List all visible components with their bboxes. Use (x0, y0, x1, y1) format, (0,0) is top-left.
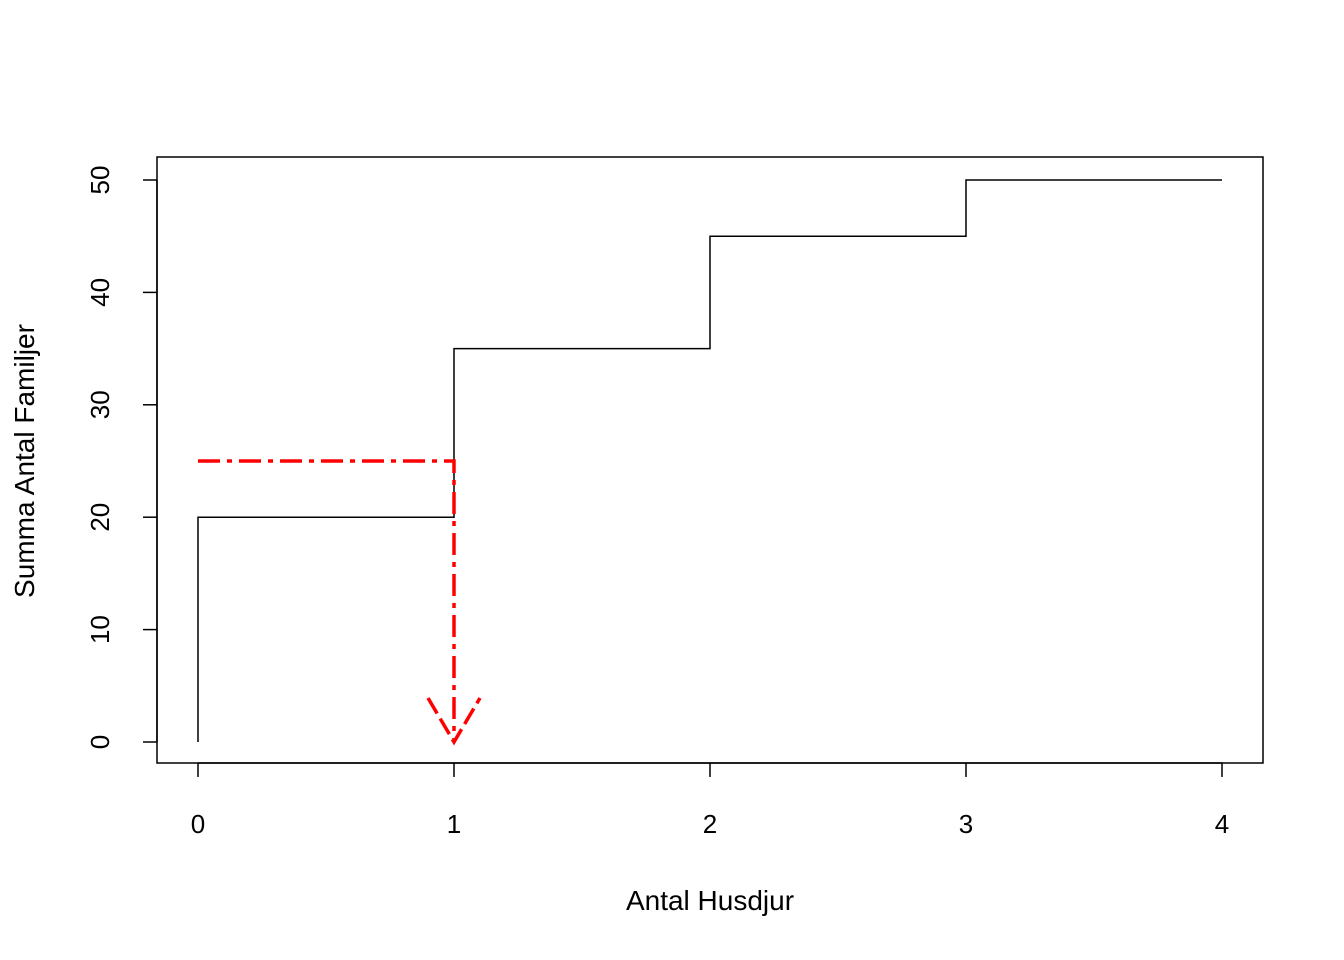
x-tick-label: 2 (703, 809, 717, 839)
y-tick-label: 50 (85, 166, 115, 195)
y-tick-label: 20 (85, 503, 115, 532)
annotation-layer (198, 459, 482, 746)
y-tick-label: 10 (85, 615, 115, 644)
y-ticks: 0 10 20 30 40 50 (85, 166, 157, 749)
x-tick-label: 1 (447, 809, 461, 839)
x-tick-label: 4 (1215, 809, 1229, 839)
annotation-arrow-line (198, 459, 456, 742)
annotation-arrow-head (426, 697, 482, 746)
y-axis-title: Summa Antal Familjer (9, 324, 40, 598)
x-tick-label: 3 (959, 809, 973, 839)
series-layer (197, 179, 1222, 742)
y-tick-label: 30 (85, 390, 115, 419)
y-tick-label: 40 (85, 278, 115, 307)
x-ticks: 0 1 2 3 4 (191, 763, 1229, 839)
y-tick-label: 0 (85, 735, 115, 749)
x-axis-title: Antal Husdjur (626, 885, 794, 916)
y-axis: 0 10 20 30 40 50 Summa Antal Familjer (9, 166, 158, 749)
x-tick-label: 0 (191, 809, 205, 839)
step-series-line (197, 179, 1222, 742)
x-axis: 0 1 2 3 4 Antal Husdjur (191, 762, 1229, 916)
